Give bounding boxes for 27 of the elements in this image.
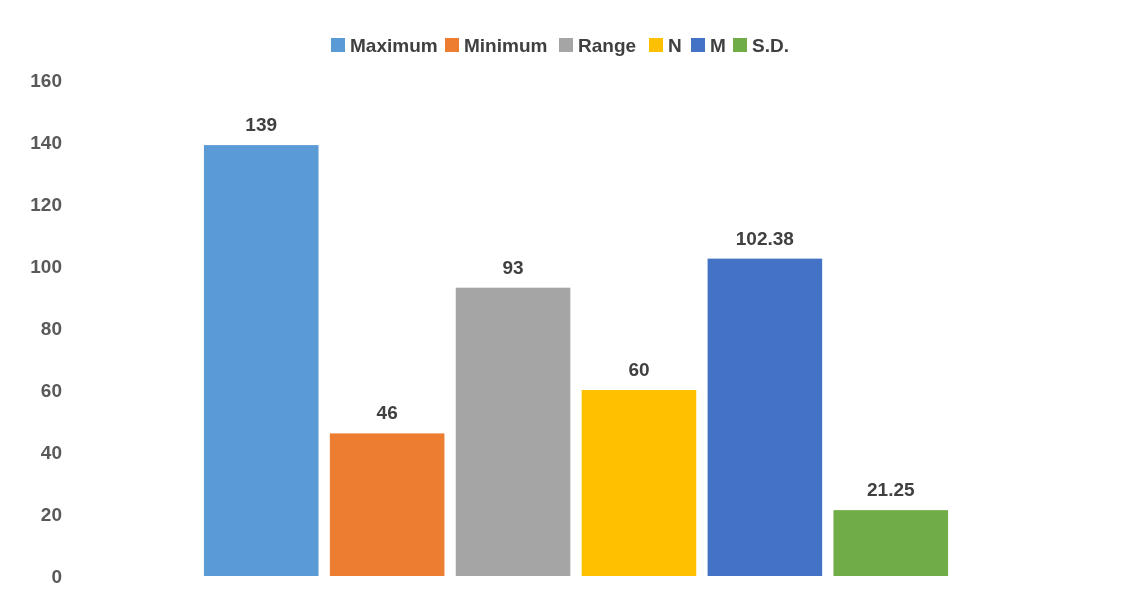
legend-label: Minimum xyxy=(464,34,548,56)
y-tick-label: 80 xyxy=(40,317,62,339)
legend-label: N xyxy=(668,34,682,56)
data-label: 46 xyxy=(376,402,398,424)
legend-label: Maximum xyxy=(350,34,438,56)
y-tick-label: 100 xyxy=(30,255,62,277)
y-tick-label: 0 xyxy=(51,565,62,587)
legend-label: M xyxy=(710,34,726,56)
bar xyxy=(707,258,823,576)
y-tick-label: 160 xyxy=(30,69,62,91)
bar xyxy=(833,510,949,576)
data-label: 21.25 xyxy=(867,479,915,501)
bar xyxy=(581,390,697,576)
y-tick-label: 60 xyxy=(40,379,62,401)
bar xyxy=(203,145,319,576)
bar xyxy=(455,287,571,576)
bar xyxy=(329,433,445,576)
y-tick-label: 140 xyxy=(30,131,62,153)
data-label: 93 xyxy=(502,256,524,278)
y-tick-label: 120 xyxy=(30,193,62,215)
legend-label: Range xyxy=(578,34,637,56)
legend-label: S.D. xyxy=(752,34,789,56)
y-tick-label: 20 xyxy=(40,503,62,525)
y-tick-label: 40 xyxy=(40,441,62,463)
data-label: 102.38 xyxy=(735,227,794,249)
data-label: 139 xyxy=(245,114,278,136)
data-label: 60 xyxy=(628,359,650,380)
